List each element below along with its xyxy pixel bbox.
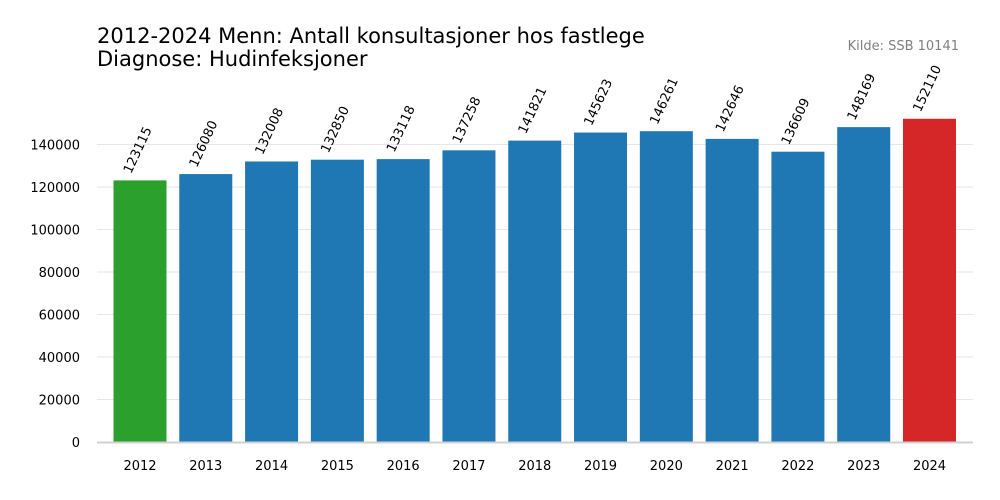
y-tick-label: 80000: [39, 266, 80, 281]
x-tick-label: 2012: [123, 459, 156, 474]
value-label-2019: 145623: [582, 77, 617, 128]
bar-2022: [771, 151, 825, 442]
value-label-2023: 148169: [845, 72, 880, 123]
bar-2017: [442, 150, 496, 442]
x-tick-label: 2014: [255, 459, 288, 474]
bar-2024: [903, 118, 956, 443]
x-tick-label: 2016: [387, 459, 420, 474]
bar-2021: [705, 138, 759, 442]
value-label-2021: 142646: [713, 83, 748, 134]
bar-2023: [837, 127, 891, 443]
x-tick-label: 2021: [716, 459, 749, 474]
y-tick-label: 140000: [30, 139, 80, 154]
y-tick-label: 100000: [30, 224, 80, 239]
bar-2012: [113, 180, 167, 443]
x-tick-label: 2022: [781, 459, 814, 474]
value-label-2020: 146261: [647, 76, 682, 127]
y-tick-label: 0: [72, 436, 80, 451]
x-tick-label: 2018: [518, 459, 551, 474]
bar-2013: [179, 174, 233, 442]
bars: [113, 118, 956, 443]
value-label-2014: 132008: [253, 106, 288, 157]
bar-2015: [310, 159, 364, 442]
x-tick-label: 2019: [584, 459, 617, 474]
y-tick-label: 20000: [39, 394, 80, 409]
x-tick-label: 2020: [650, 459, 683, 474]
bar-2020: [639, 131, 693, 442]
bar-2019: [574, 132, 628, 442]
chart-title: 2012-2024 Menn: Antall konsultasjoner ho…: [97, 24, 645, 48]
x-tick-label: 2013: [189, 459, 222, 474]
y-tick-label: 120000: [30, 181, 80, 196]
y-tick-label: 40000: [39, 351, 80, 366]
y-tick-label: 60000: [39, 309, 80, 324]
x-tick-label: 2015: [321, 459, 354, 474]
bar-2018: [508, 140, 562, 442]
x-tick-label: 2023: [847, 459, 880, 474]
chart-subtitle: Diagnose: Hudinfeksjoner: [97, 47, 368, 71]
value-label-2018: 141821: [516, 85, 551, 136]
value-label-2012: 123115: [121, 125, 156, 176]
value-label-2017: 137258: [450, 95, 485, 146]
x-tick-label: 2017: [452, 459, 485, 474]
source-label: Kilde: SSB 10141: [848, 39, 959, 54]
x-tick-label: 2024: [913, 459, 946, 474]
bar-2016: [376, 159, 430, 442]
bar-2014: [245, 161, 299, 442]
value-label-2015: 132850: [318, 104, 353, 155]
value-label-2024: 152110: [911, 63, 946, 114]
value-label-2016: 133118: [384, 103, 419, 154]
value-label-2022: 136609: [779, 96, 814, 147]
